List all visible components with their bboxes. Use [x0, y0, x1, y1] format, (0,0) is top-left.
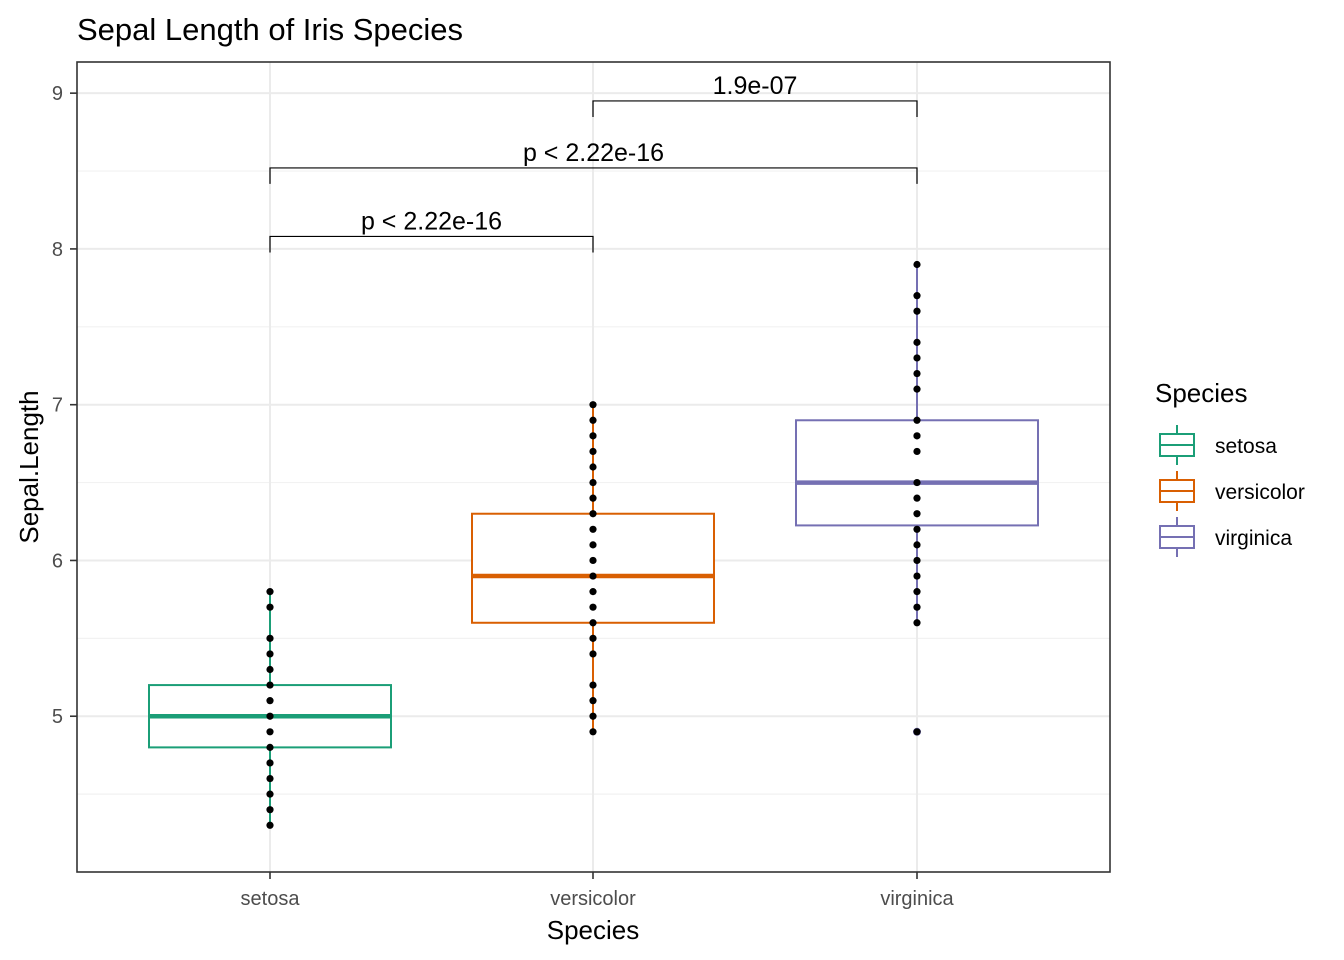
data-point-versicolor — [589, 619, 597, 627]
data-point-setosa — [266, 603, 274, 611]
data-point-setosa — [266, 806, 274, 814]
data-point-versicolor — [589, 603, 597, 611]
data-point-versicolor — [589, 712, 597, 720]
legend-key-setosa: setosa — [1146, 422, 1277, 468]
data-point-setosa — [266, 634, 274, 642]
data-point-virginica — [913, 307, 921, 315]
y-tick-label: 8 — [52, 239, 63, 261]
comparison-bracket: 1.9e-07 — [592, 72, 918, 117]
data-point-virginica — [913, 447, 921, 456]
data-point-setosa — [266, 790, 274, 798]
data-point-versicolor — [589, 681, 597, 689]
data-point-setosa — [266, 588, 274, 596]
data-point-versicolor — [589, 447, 597, 456]
data-point-virginica — [913, 556, 921, 565]
x-tick-label: virginica — [880, 888, 954, 910]
data-point-versicolor — [589, 525, 597, 533]
y-tick-label: 7 — [52, 395, 63, 417]
x-tick-label: setosa — [241, 888, 301, 910]
data-point-setosa — [266, 650, 274, 658]
comparison-bracket: p < 2.22e-16 — [269, 139, 918, 184]
y-tick-label: 6 — [52, 550, 63, 572]
data-point-virginica — [913, 525, 921, 533]
data-point-versicolor — [589, 588, 597, 596]
data-point-virginica — [913, 603, 921, 611]
bracket-line — [592, 100, 918, 117]
x-axis-title: Species — [547, 915, 640, 945]
legend-key-versicolor: versicolor — [1146, 468, 1305, 514]
data-point-virginica — [913, 588, 921, 596]
data-point-setosa — [266, 665, 274, 674]
data-point-virginica — [913, 416, 921, 424]
data-point-virginica — [913, 260, 921, 269]
data-point-versicolor — [589, 556, 597, 565]
chart-title: Sepal Length of Iris Species — [77, 12, 463, 47]
data-point-setosa — [266, 743, 274, 751]
data-point-versicolor — [589, 650, 597, 658]
bracket-line — [269, 167, 918, 184]
data-point-versicolor — [589, 416, 597, 424]
data-point-setosa — [266, 697, 274, 705]
legend-label: setosa — [1215, 435, 1277, 458]
legend-title: Species — [1155, 378, 1248, 408]
data-point-virginica — [913, 510, 921, 518]
data-point-versicolor — [589, 478, 597, 487]
data-point-versicolor — [589, 432, 597, 440]
data-point-setosa — [266, 712, 274, 720]
comparison-bracket: p < 2.22e-16 — [269, 207, 594, 253]
legend: Species setosa versicolor virginica — [1146, 378, 1305, 560]
data-point-virginica — [913, 478, 921, 487]
data-point-setosa — [266, 728, 274, 736]
data-point-virginica — [913, 354, 921, 362]
data-point-virginica — [913, 494, 921, 502]
data-point-versicolor — [589, 401, 597, 409]
data-point-virginica — [913, 541, 921, 549]
data-point-versicolor — [589, 494, 597, 502]
plot-panel: 1.9e-07 p < 2.22e-16 p < 2.22e-16 5 6 7 8 9 seto… — [52, 61, 1111, 910]
data-point-virginica — [913, 728, 921, 736]
x-tick-label: versicolor — [550, 888, 636, 910]
legend-key-virginica: virginica — [1146, 514, 1292, 560]
y-tick-label: 5 — [52, 706, 63, 728]
data-point-versicolor — [589, 510, 597, 518]
data-point-versicolor — [589, 463, 597, 471]
y-tick-label: 9 — [52, 83, 63, 105]
p-value-label: p < 2.22e-16 — [361, 207, 502, 235]
data-point-setosa — [266, 774, 274, 783]
data-point-virginica — [913, 369, 921, 378]
data-point-virginica — [913, 432, 921, 440]
data-point-setosa — [266, 759, 274, 767]
data-point-virginica — [913, 338, 921, 346]
data-point-versicolor — [589, 634, 597, 642]
data-point-setosa — [266, 681, 274, 689]
data-point-setosa — [266, 821, 274, 829]
legend-label: versicolor — [1215, 481, 1305, 504]
data-point-versicolor — [589, 697, 597, 705]
data-point-virginica — [913, 292, 921, 300]
data-point-versicolor — [589, 728, 597, 736]
data-point-versicolor — [589, 541, 597, 549]
data-point-versicolor — [589, 572, 597, 580]
data-point-virginica — [913, 619, 921, 627]
data-point-virginica — [913, 385, 921, 393]
data-point-virginica — [913, 572, 921, 580]
y-axis-title: Sepal.Length — [14, 390, 44, 543]
legend-label: virginica — [1215, 527, 1292, 550]
p-value-label: 1.9e-07 — [713, 72, 798, 100]
bracket-line — [269, 235, 594, 253]
p-value-label: p < 2.22e-16 — [523, 139, 664, 167]
